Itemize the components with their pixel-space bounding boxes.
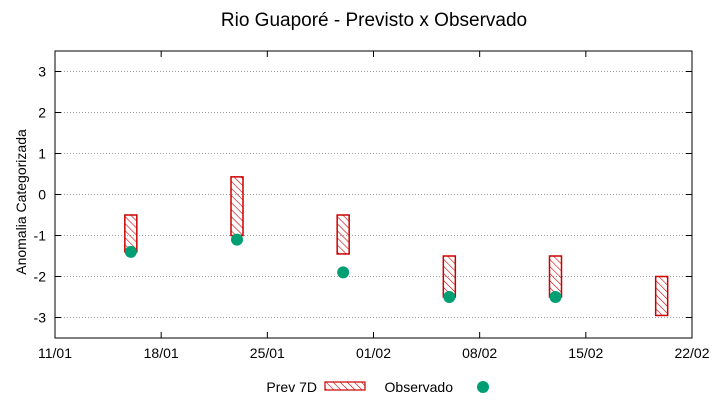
x-tick-label: 08/02 [462,345,497,361]
x-tick-label: 11/01 [38,345,72,361]
forecast-range-bars [124,176,669,317]
legend-swatch-prev [324,381,366,391]
forecast-range-bar [654,275,669,317]
y-tick-label: -2 [34,269,47,285]
x-axis-ticks: 11/01 18/01 25/01 01/02 08/02 15/02 22/02 [38,51,710,361]
x-tick-label: 25/01 [250,345,285,361]
observed-point [443,291,456,303]
observed-point [337,266,350,279]
forecast-range-bar [336,214,350,255]
observed-points [124,233,562,303]
legend-swatch-observado [477,381,489,393]
forecast-range-bar [548,255,563,298]
y-axis-ticks: -3 -2 -1 0 1 2 3 [34,64,692,326]
chart-title: Rio Guaporé - Previsto x Observado [221,10,527,31]
y-tick-label: 0 [38,187,46,203]
y-tick-label: -1 [34,228,47,244]
x-tick-label: 22/02 [674,345,709,361]
x-tick-label: 15/02 [568,345,603,361]
legend-label-prev: Prev 7D [266,379,317,395]
y-tick-label: 2 [38,105,46,121]
y-axis-label: Anomalia Categorizada [13,129,29,275]
forecast-range-bar [442,255,457,298]
x-tick-label: 01/02 [356,345,391,361]
observed-point [231,233,243,246]
x-tick-label: 18/01 [144,345,179,361]
grid-lines [55,71,692,318]
observed-point [124,245,137,258]
observed-point [549,291,562,303]
legend: Prev 7D Observado [266,379,489,395]
forecast-range-bar [230,176,244,237]
legend-label-observado: Observado [385,379,454,395]
y-tick-label: -3 [34,310,47,326]
y-tick-label: 3 [38,64,46,80]
y-tick-label: 1 [38,146,46,162]
